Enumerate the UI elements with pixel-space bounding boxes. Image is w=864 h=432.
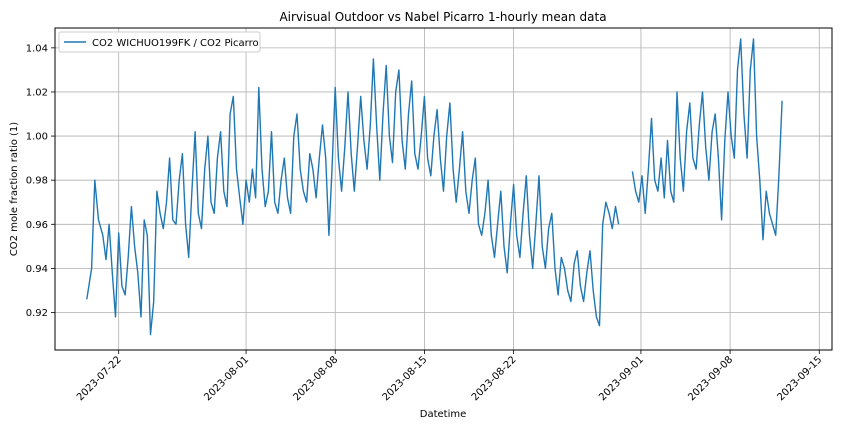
chart-title: Airvisual Outdoor vs Nabel Picarro 1-hou…	[279, 10, 606, 24]
x-axis-label: Datetime	[420, 409, 467, 420]
y-tick-label: 0.92	[26, 308, 48, 319]
y-tick-label: 1.04	[26, 43, 48, 54]
y-tick-label: 1.02	[26, 87, 48, 98]
legend: CO2 WICHUO199FK / CO2 Picarro	[58, 31, 261, 53]
series-line-segment-1	[86, 58, 620, 336]
y-axis-label: CO2 mole fraction ratio (1)	[9, 122, 20, 256]
plot-area-frame	[54, 27, 833, 351]
y-tick-label: 0.94	[26, 264, 48, 275]
y-tick-label: 0.98	[26, 176, 48, 187]
legend-label: CO2 WICHUO199FK / CO2 Picarro	[92, 38, 259, 49]
y-tick-label: 0.96	[26, 220, 48, 231]
series-layer	[86, 38, 783, 336]
series-line-segment-2	[631, 38, 783, 241]
y-axis: 0.92 0.94 0.96 0.98 1.00 1.02 1.04	[26, 43, 55, 319]
legend-box	[58, 31, 261, 53]
y-tick-label: 1.00	[26, 132, 48, 143]
